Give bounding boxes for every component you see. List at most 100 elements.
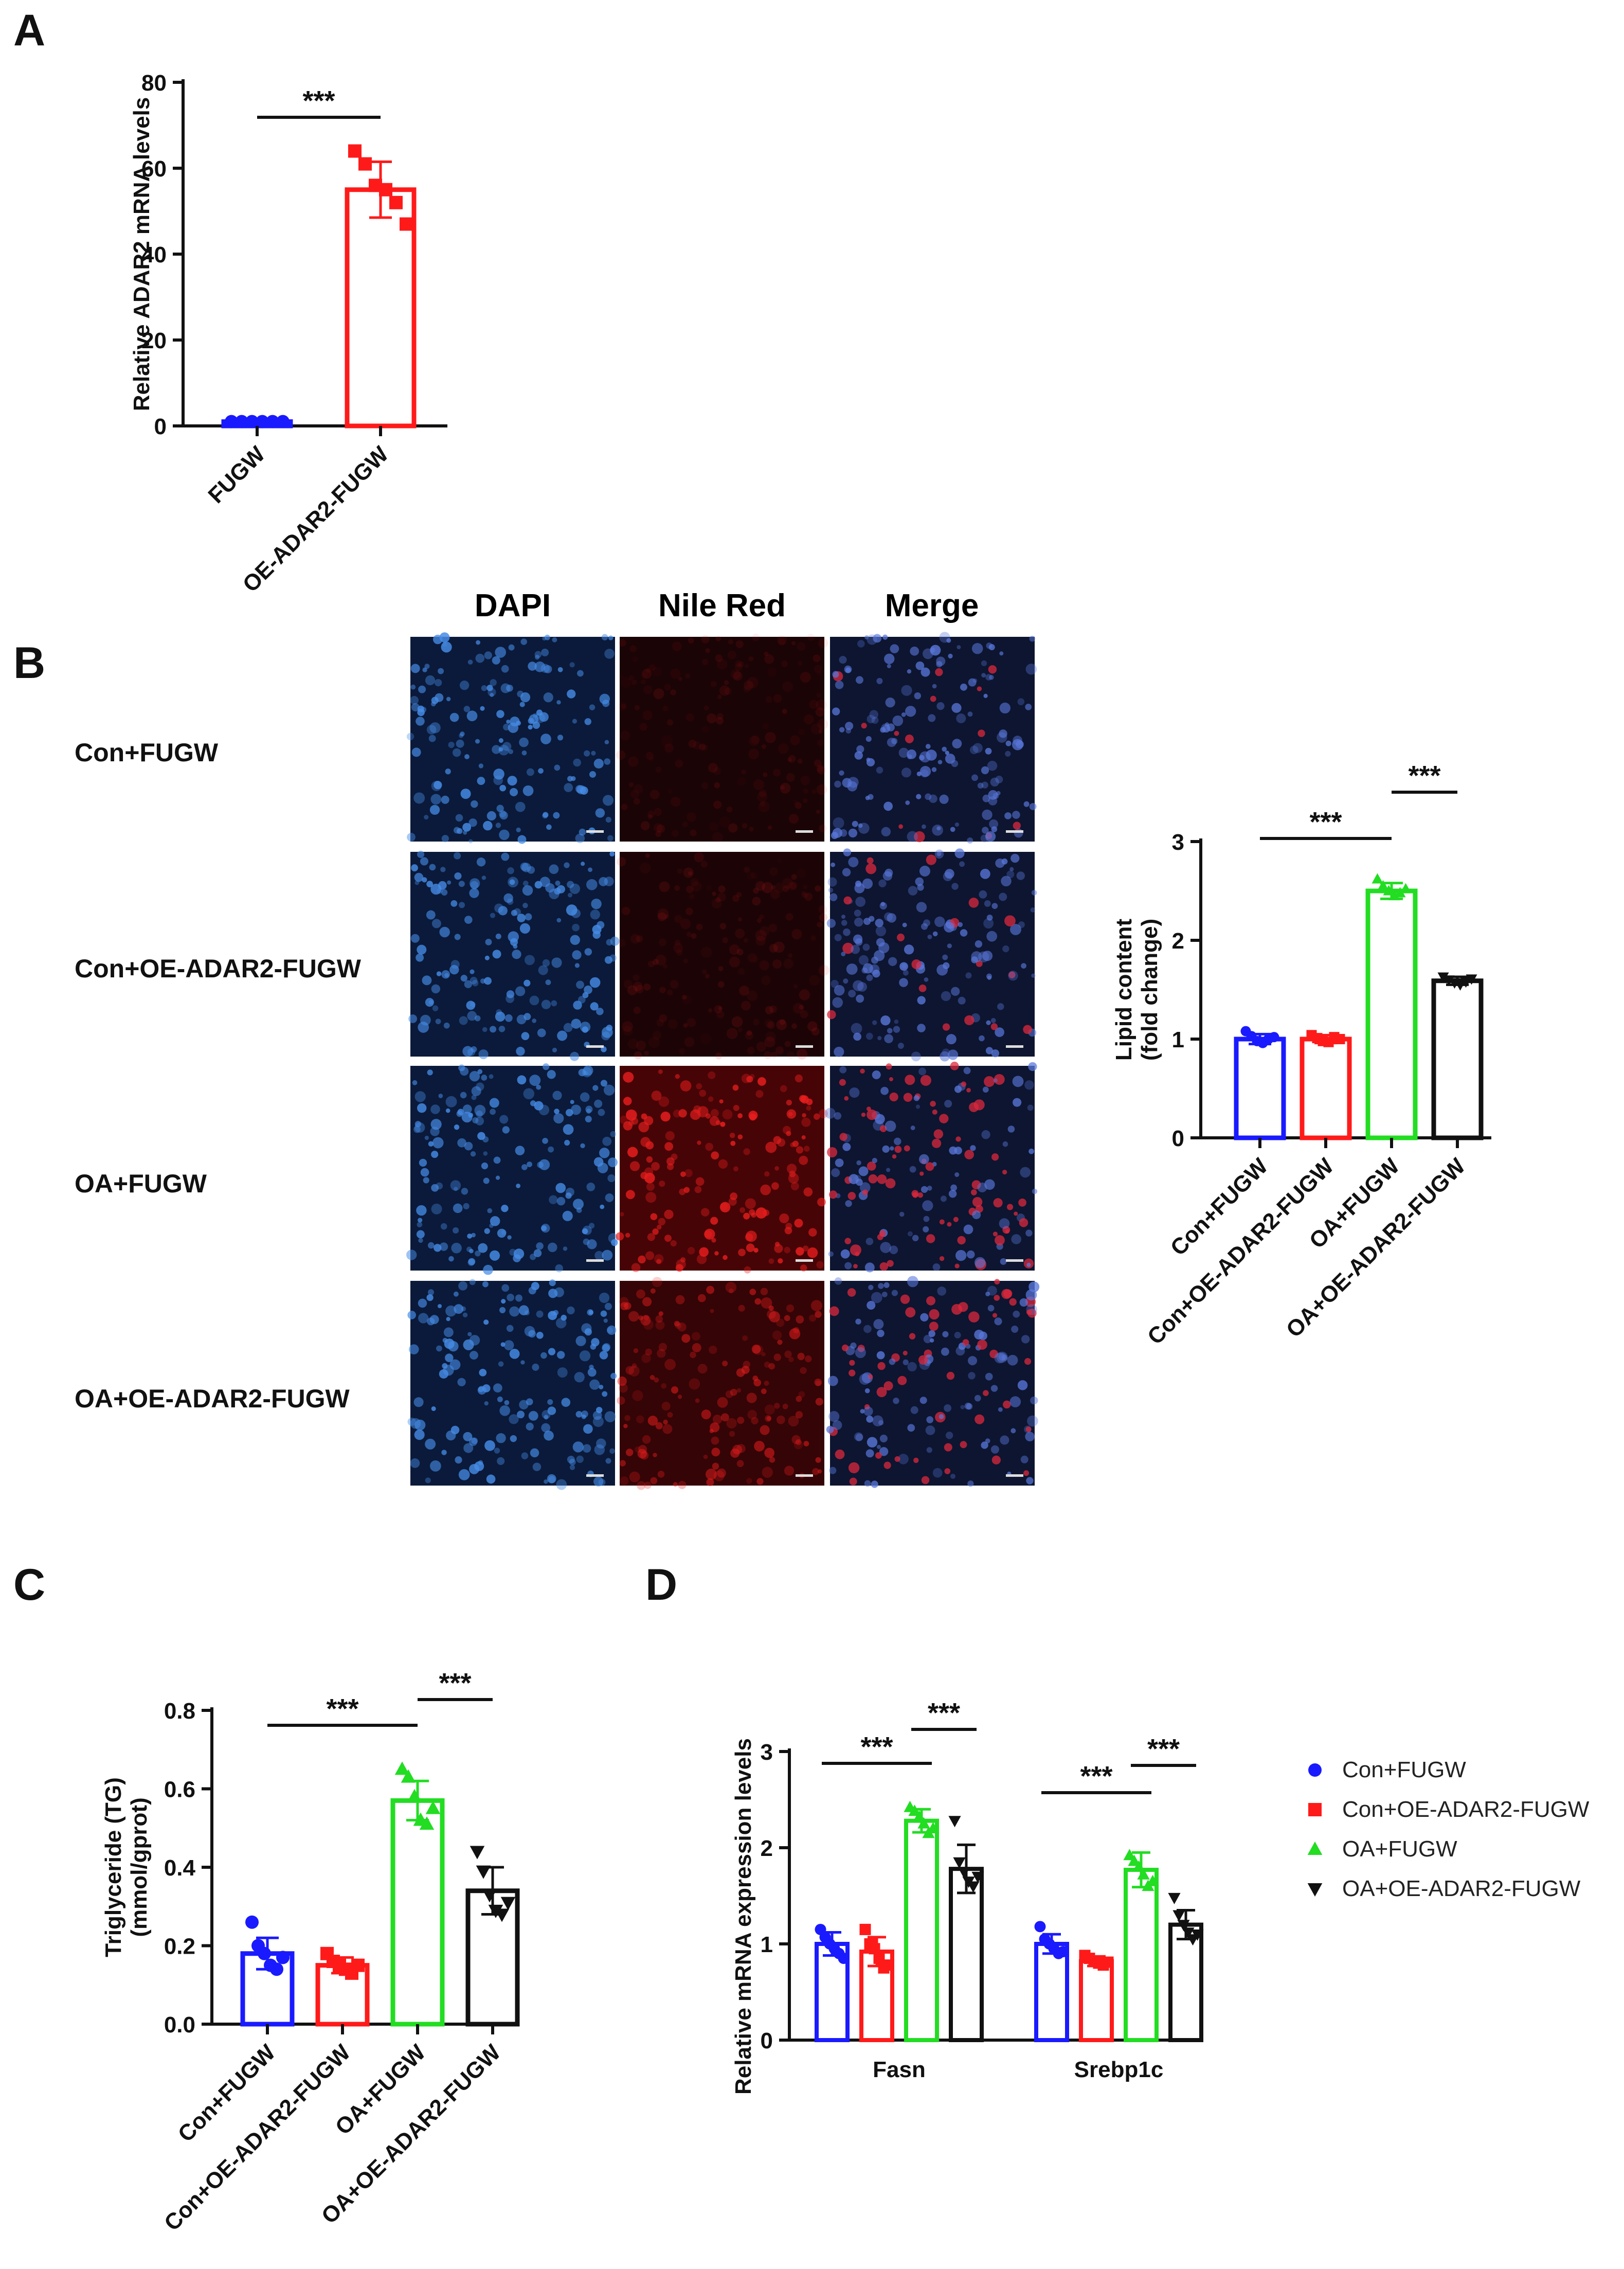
cell-dot [877, 1362, 886, 1370]
cell-dot [555, 1264, 563, 1273]
cell-dot [490, 1026, 497, 1033]
cell-dot [605, 1193, 614, 1202]
cell-dot [769, 1005, 777, 1013]
cell-dot [903, 1359, 909, 1366]
cell-dot [782, 878, 793, 889]
scale-bar [1006, 830, 1023, 833]
cell-dot [519, 702, 525, 707]
cell-dot [719, 1202, 731, 1212]
cell-dot [849, 1477, 857, 1486]
cell-dot [768, 923, 778, 933]
data-point [1460, 977, 1472, 988]
cell-dot [1012, 1076, 1024, 1087]
cell-dot [743, 1148, 750, 1155]
cell-dot [855, 1318, 861, 1325]
cell-dot [600, 1204, 605, 1209]
cell-dot [974, 1395, 981, 1402]
cell-dot [795, 1074, 803, 1083]
cell-dot [756, 1042, 767, 1052]
cell-dot [548, 1146, 554, 1153]
cell-dot [406, 732, 414, 741]
cell-dot [724, 687, 732, 695]
cell-dot [751, 735, 760, 744]
cell-dot [747, 1409, 757, 1420]
cell-dot [815, 1457, 821, 1463]
cell-dot [610, 1372, 617, 1380]
y-axis-title: Relative mRNA expression levels [731, 1738, 756, 2095]
cell-dot [767, 1021, 775, 1029]
cell-dot [483, 1151, 488, 1156]
cell-dot [416, 1230, 425, 1239]
cell-dot [998, 1407, 1003, 1412]
cell-dot [623, 1424, 628, 1428]
cell-dot [1013, 821, 1021, 830]
legend-label: OA+FUGW [1342, 1836, 1457, 1862]
cell-dot [589, 704, 596, 710]
cell-dot [872, 1157, 877, 1164]
cell-dot [407, 833, 416, 842]
cell-dot [440, 1223, 447, 1230]
cell-dot [956, 713, 966, 724]
cell-dot [563, 1124, 574, 1135]
cell-dot [481, 685, 488, 691]
cell-dot [641, 672, 647, 679]
cell-dot [729, 956, 740, 968]
cell-dot [551, 1000, 557, 1007]
cell-dot [493, 1156, 501, 1164]
data-point [859, 1923, 871, 1935]
cell-dot [796, 1396, 802, 1402]
cell-dot [599, 1351, 608, 1360]
cell-dot [572, 1441, 584, 1453]
cell-dot [653, 959, 659, 966]
cell-dot [691, 881, 702, 892]
cell-dot [1011, 853, 1020, 863]
cell-dot [1019, 1298, 1028, 1307]
cell-dot [647, 810, 655, 818]
cell-dot [995, 1235, 1005, 1245]
cell-dot [797, 642, 806, 651]
cell-dot [474, 1104, 486, 1116]
cell-dot [582, 1067, 592, 1078]
cell-dot [623, 1071, 634, 1083]
cell-dot [876, 766, 883, 774]
cell-dot [960, 1441, 967, 1449]
cell-dot [443, 1365, 454, 1376]
cell-dot [944, 1404, 952, 1412]
cell-dot [547, 1406, 556, 1415]
cell-dot [789, 1328, 801, 1339]
cell-dot [596, 1438, 606, 1449]
cell-dot [865, 1449, 874, 1458]
cell-dot [848, 856, 859, 867]
cell-dot [975, 940, 983, 948]
cell-dot [407, 1311, 416, 1319]
scale-bar [586, 1259, 604, 1262]
cell-dot [642, 669, 652, 679]
cell-dot [684, 1169, 693, 1177]
cell-dot [556, 1351, 565, 1359]
cell-dot [528, 724, 533, 730]
cell-dot [640, 1451, 649, 1460]
cell-dot [484, 1401, 489, 1406]
cell-dot [600, 1310, 607, 1317]
cell-dot [887, 664, 891, 669]
cell-dot [536, 1084, 542, 1090]
y-tick-label: 1 [1172, 1027, 1184, 1052]
cell-dot [489, 1250, 500, 1261]
cell-dot [985, 1047, 994, 1055]
cell-dot [414, 1430, 425, 1440]
cell-dot [688, 871, 693, 876]
cell-dot [625, 1449, 634, 1456]
cell-dot [604, 1411, 616, 1422]
cell-dot [439, 926, 450, 938]
cell-dot [797, 1352, 805, 1361]
cell-dot [861, 723, 867, 729]
cell-dot [815, 1311, 822, 1318]
cell-dot [679, 1188, 686, 1195]
cell-dot [584, 1328, 592, 1336]
cell-dot [619, 1460, 626, 1467]
cell-dot [818, 964, 829, 976]
cell-dot [593, 758, 604, 769]
cell-dot [634, 705, 640, 710]
cell-dot [506, 990, 515, 998]
